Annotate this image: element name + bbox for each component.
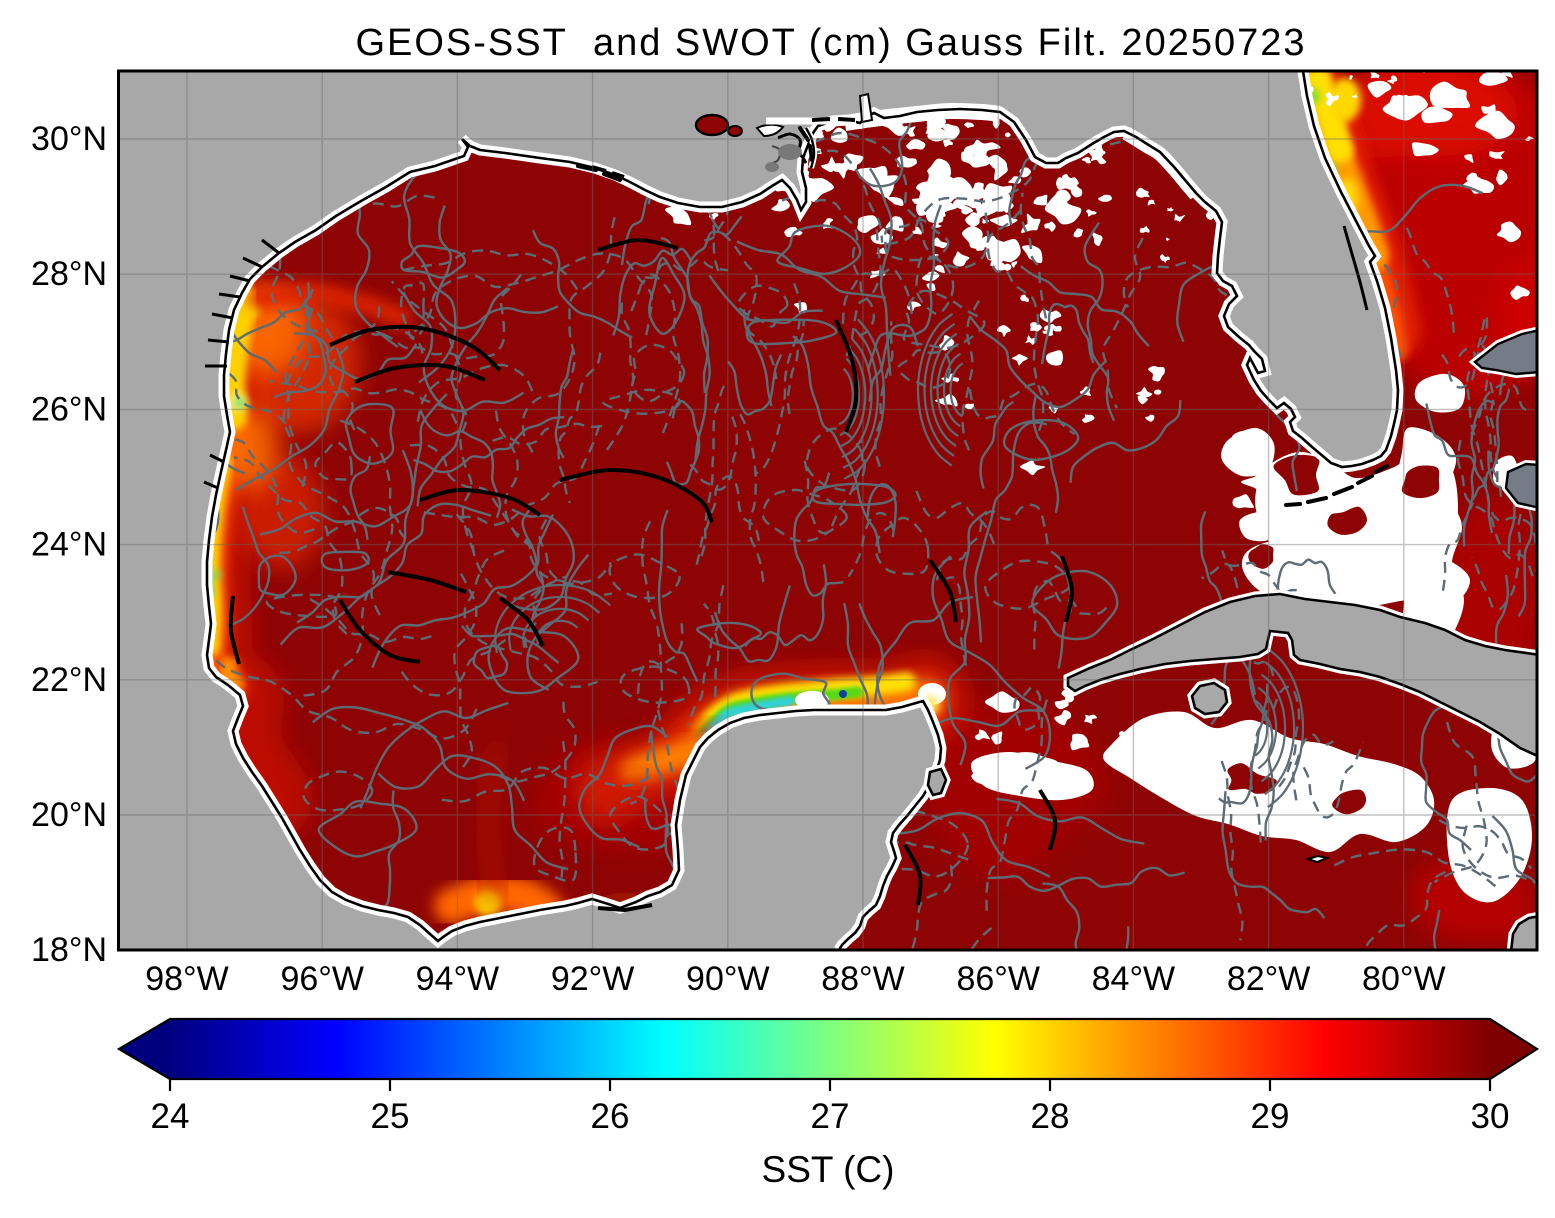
svg-text:30: 30 (1471, 1097, 1510, 1136)
svg-text:26: 26 (591, 1097, 630, 1136)
svg-text:20°N: 20°N (31, 796, 107, 834)
svg-text:86°W: 86°W (956, 960, 1040, 998)
svg-text:30°N: 30°N (31, 120, 107, 158)
svg-text:29: 29 (1251, 1097, 1290, 1136)
svg-text:96°W: 96°W (280, 960, 364, 998)
svg-text:22°N: 22°N (31, 661, 107, 699)
svg-text:80°W: 80°W (1362, 960, 1446, 998)
svg-text:28°N: 28°N (31, 255, 107, 293)
svg-text:84°W: 84°W (1092, 960, 1176, 998)
svg-text:26°N: 26°N (31, 390, 107, 428)
svg-text:88°W: 88°W (821, 960, 905, 998)
svg-text:18°N: 18°N (31, 931, 107, 969)
svg-text:28: 28 (1031, 1097, 1070, 1136)
svg-text:82°W: 82°W (1227, 960, 1311, 998)
svg-text:GEOS-SST and SWOT (cm) Gauss: GEOS-SST and SWOT (cm) Gauss Filt. 20250… (355, 22, 1306, 64)
svg-text:25: 25 (371, 1097, 410, 1136)
svg-text:92°W: 92°W (551, 960, 635, 998)
svg-text:90°W: 90°W (686, 960, 770, 998)
svg-text:24: 24 (151, 1097, 190, 1136)
svg-text:27: 27 (811, 1097, 850, 1136)
svg-text:24°N: 24°N (31, 526, 107, 564)
svg-text:94°W: 94°W (416, 960, 500, 998)
svg-text:SST (C): SST (C) (762, 1149, 895, 1190)
svg-text:98°W: 98°W (145, 960, 229, 998)
